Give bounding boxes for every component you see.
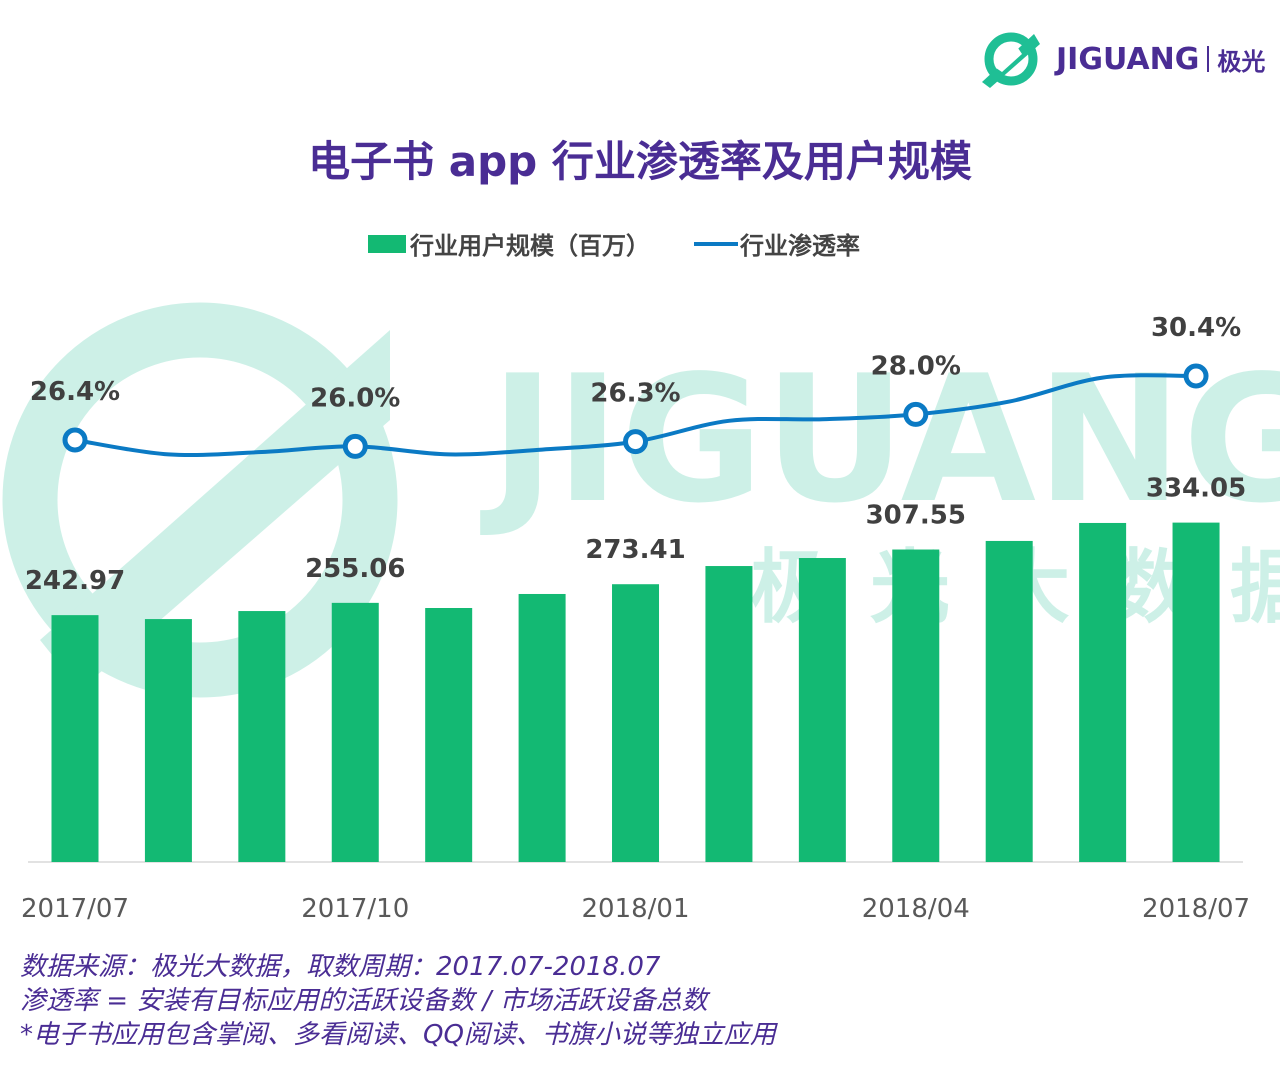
line-data-label: 26.3% [590, 379, 680, 409]
note-source: 数据来源：极光大数据，取数周期：2017.07-2018.07 [20, 952, 661, 982]
x-tick-label: 2018/07 [1142, 894, 1250, 924]
bar [612, 584, 660, 862]
bar [985, 540, 1033, 862]
chart-title: 电子书 app 行业渗透率及用户规模 [308, 137, 972, 186]
logo-divider [1207, 46, 1210, 72]
note-definition: 渗透率 = 安装有目标应用的活跃设备数 / 市场活跃设备总数 [20, 986, 708, 1016]
jiguang-logo: JIGUANG 极光 [978, 30, 1265, 88]
watermark-logo-slash [40, 330, 390, 690]
watermark-text: JIGUANG [480, 339, 1280, 542]
line-marker [62, 427, 88, 453]
line-data-label: 26.4% [30, 377, 120, 407]
line-marker [1183, 363, 1209, 389]
logo-brand-cn: 极光 [1217, 47, 1266, 76]
bar-data-label: 273.41 [585, 535, 685, 565]
x-tick-label: 2018/01 [582, 894, 690, 924]
line-marker [903, 401, 929, 427]
bar-data-label: 255.06 [305, 554, 405, 584]
bar [425, 608, 473, 862]
bar [144, 619, 192, 862]
line-data-label: 30.4% [1151, 313, 1241, 343]
footnotes: 数据来源：极光大数据，取数周期：2017.07-2018.07 渗透率 = 安装… [20, 950, 776, 1052]
legend-line-label: 行业渗透率 [740, 232, 860, 260]
bar [1172, 522, 1220, 862]
bar [1079, 522, 1127, 862]
legend-bar-swatch [368, 234, 406, 253]
x-tick-label: 2017/10 [301, 894, 409, 924]
line-marker [342, 433, 368, 459]
legend: 行业用户规模（百万） 行业渗透率 [368, 226, 860, 261]
bar [51, 615, 99, 862]
line-marker [623, 429, 649, 455]
jiguang-logo-icon [982, 32, 1040, 88]
x-tick-label: 2018/04 [862, 894, 970, 924]
bar-data-label: 242.97 [25, 566, 125, 596]
line-data-label: 26.0% [310, 383, 400, 413]
bar [798, 558, 846, 862]
bar [238, 611, 286, 862]
watermark-logo-icon [2, 302, 398, 698]
note-apps: *电子书应用包含掌阅、多看阅读、QQ阅读、书旗小说等独立应用 [20, 1020, 776, 1050]
bar-data-label: 307.55 [866, 501, 966, 531]
bar-data-label: 334.05 [1146, 474, 1246, 504]
bar [892, 549, 940, 862]
legend-line-swatch [694, 241, 738, 246]
bar [705, 566, 753, 862]
x-tick-label: 2017/07 [21, 894, 129, 924]
legend-bar-label: 行业用户规模（百万） [410, 232, 650, 260]
line-data-label: 28.0% [871, 351, 961, 381]
bar [331, 602, 379, 862]
logo-brand: JIGUANG [1056, 41, 1200, 77]
bar [518, 593, 566, 862]
